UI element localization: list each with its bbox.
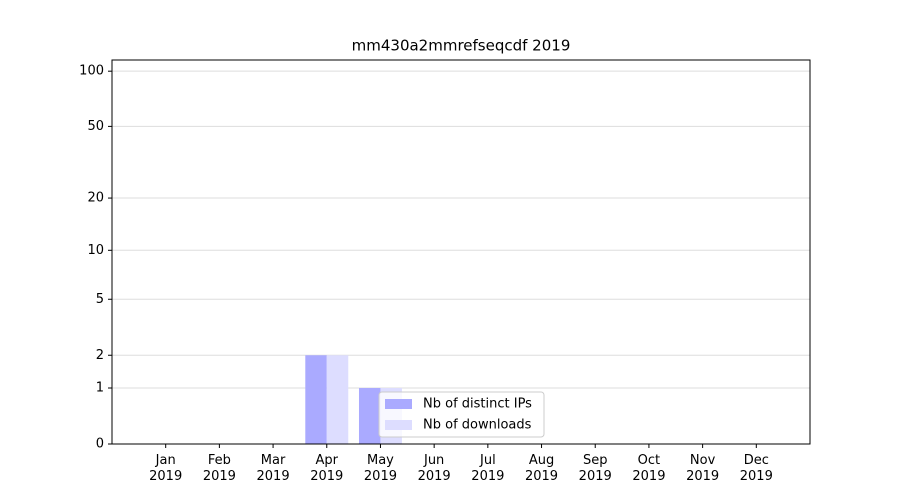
y-tick-label: 100	[79, 64, 104, 79]
legend-box	[378, 391, 545, 438]
legend-label: Nb of distinct IPs	[423, 397, 532, 412]
y-tick-label: 10	[87, 243, 104, 258]
bar	[326, 355, 349, 444]
x-tick-label: Oct 2019	[632, 453, 666, 484]
bar	[305, 355, 327, 444]
x-tick-label: Jul 2019	[471, 453, 505, 484]
y-tick-label: 50	[87, 119, 104, 134]
x-tick-label: Jan 2019	[149, 453, 183, 484]
y-tick-label: 0	[96, 437, 104, 452]
x-tick-label: May 2019	[363, 453, 397, 484]
x-tick-label: Dec 2019	[739, 453, 773, 484]
chart-title: mm430a2mmrefseqcdf 2019	[352, 37, 571, 55]
y-tick-label: 2	[96, 348, 104, 363]
y-tick-label: 20	[87, 191, 104, 206]
y-tick-label: 5	[96, 292, 104, 307]
legend-swatch	[385, 420, 412, 430]
y-tick-label: 1	[96, 381, 104, 396]
x-tick-label: Mar 2019	[256, 453, 290, 484]
x-tick-label: Nov 2019	[686, 453, 720, 484]
x-tick-label: Apr 2019	[310, 453, 344, 484]
x-tick-label: Sep 2019	[578, 453, 612, 484]
legend-swatch	[385, 399, 412, 409]
x-tick-label: Aug 2019	[524, 453, 559, 484]
legend-label: Nb of downloads	[423, 418, 532, 433]
x-tick-label: Feb 2019	[202, 453, 236, 484]
bar	[358, 388, 381, 444]
plot-frame	[111, 59, 811, 445]
x-tick-label: Jun 2019	[417, 453, 451, 484]
